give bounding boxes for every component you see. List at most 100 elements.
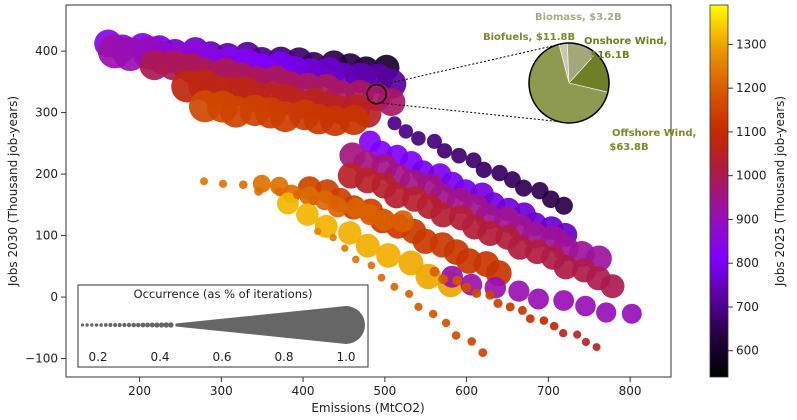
y-tick-label: 0 xyxy=(50,290,58,304)
bubble-point xyxy=(452,275,463,286)
pie-slice-label: $63.8B xyxy=(609,142,648,153)
size-legend-dot xyxy=(99,323,103,327)
bubble-point xyxy=(600,274,625,299)
bubble-point xyxy=(411,131,426,146)
size-legend-title: Occurrence (as % of iterations) xyxy=(134,287,313,301)
bubble-point xyxy=(218,179,228,188)
bubble-point xyxy=(528,288,549,310)
y-tick-label: 400 xyxy=(35,44,58,58)
colorbar xyxy=(709,4,729,378)
bubble-point xyxy=(337,221,362,245)
x-axis-title: Emissions (MtCO2) xyxy=(311,401,424,415)
bubble-point xyxy=(329,233,337,242)
size-legend-dot xyxy=(149,322,155,328)
bubble-point xyxy=(391,210,414,233)
colorbar-title: Jobs 2025 (Thousand job-years) xyxy=(773,96,787,287)
bubble-point xyxy=(553,255,579,280)
size-legend-dot xyxy=(108,323,113,327)
size-legend-dot xyxy=(136,322,141,328)
size-legend: Occurrence (as % of iterations) 0.2 0.4 0.… xyxy=(77,284,369,368)
y-tick-label: 200 xyxy=(35,167,58,181)
size-legend-tick-label: 0.4 xyxy=(150,350,169,364)
bubble-point xyxy=(346,200,357,211)
bubble-point xyxy=(467,337,477,346)
bubble-point xyxy=(621,303,642,324)
bubble-point xyxy=(451,331,461,340)
x-axis: 200 300 400 500 600 700 800 xyxy=(128,377,642,398)
size-legend-marks xyxy=(80,306,365,344)
size-legend-dot xyxy=(140,322,146,328)
size-legend-dot xyxy=(90,323,94,327)
bubble-point xyxy=(367,261,376,270)
bubble-point xyxy=(377,88,406,117)
plot-frame xyxy=(65,4,672,378)
bubble-point xyxy=(341,244,349,252)
size-legend-tick-label: 0.2 xyxy=(88,350,107,364)
bubble-point xyxy=(414,302,423,311)
bubble-point xyxy=(405,289,414,298)
highlighted-point xyxy=(366,83,388,105)
size-legend-dot xyxy=(122,322,127,328)
bubble-point xyxy=(554,196,573,215)
bubble-point xyxy=(581,337,591,347)
size-legend-tick-label: 0.6 xyxy=(212,350,231,364)
colorbar-tick-label: 900 xyxy=(736,212,759,226)
y-tick-label: −100 xyxy=(25,352,58,366)
bubble-point xyxy=(398,250,424,276)
pie-slice-label: Offshore Wind, xyxy=(612,128,696,139)
colorbar-tick-label: 1000 xyxy=(736,169,767,183)
bubble-point xyxy=(525,314,535,324)
bubble-point xyxy=(314,227,322,235)
size-legend-dot xyxy=(117,322,122,328)
colorbar-tick-label: 700 xyxy=(736,300,759,314)
pie-slice-label: $16.1B xyxy=(590,50,629,61)
bubble-point xyxy=(465,152,482,169)
size-legend-dot xyxy=(103,323,108,327)
pie-connector-bottom xyxy=(378,102,564,123)
size-legend-dot xyxy=(113,323,118,327)
y-axis-title: Jobs 2030 (Thousand job-years) xyxy=(6,96,20,287)
bubble-point xyxy=(338,105,369,135)
bubble-point xyxy=(573,330,582,339)
bubble-point xyxy=(308,195,319,206)
pie-connector-top xyxy=(378,43,562,87)
size-legend-dot xyxy=(163,322,169,328)
size-legend-dot xyxy=(131,322,136,328)
pie-slice-label: Biomass, $3.2B xyxy=(535,12,622,23)
bubble-point xyxy=(398,124,414,139)
colorbar-tick-label: 800 xyxy=(736,256,759,270)
colorbar-tick-label: 1300 xyxy=(736,37,767,51)
bubble-point xyxy=(430,202,456,228)
pie-outline xyxy=(528,42,610,124)
x-tick-label: 300 xyxy=(210,384,233,398)
bubble-point xyxy=(276,192,299,215)
size-legend-dot xyxy=(145,322,151,328)
bubble-point xyxy=(517,305,527,315)
bubble-group xyxy=(94,29,642,357)
bubble-point xyxy=(596,302,617,323)
bubble-point xyxy=(592,343,601,352)
bubble-point xyxy=(438,274,449,285)
x-tick-label: 200 xyxy=(128,384,151,398)
size-legend-dot xyxy=(85,323,89,327)
bubble-point xyxy=(451,147,467,164)
y-tick-label: 300 xyxy=(35,106,58,120)
bubble-point xyxy=(553,290,575,311)
bubble-point xyxy=(441,318,451,328)
bubble-point xyxy=(491,164,508,182)
size-legend-tick-label: 1.0 xyxy=(336,350,355,364)
size-legend-wedge xyxy=(175,306,365,344)
x-tick-label: 500 xyxy=(373,384,396,398)
size-legend-dot xyxy=(126,322,132,328)
bubble-point xyxy=(493,298,503,308)
bubble-point xyxy=(429,309,438,319)
bubble-point xyxy=(515,179,533,197)
bubble-point xyxy=(373,209,396,231)
bubble-point xyxy=(355,233,380,258)
bubble-point xyxy=(426,133,442,149)
bubble-point xyxy=(508,280,530,302)
size-legend-dot xyxy=(80,323,85,327)
colorbar-tick-label: 600 xyxy=(736,344,759,358)
bubble-point xyxy=(485,290,495,300)
